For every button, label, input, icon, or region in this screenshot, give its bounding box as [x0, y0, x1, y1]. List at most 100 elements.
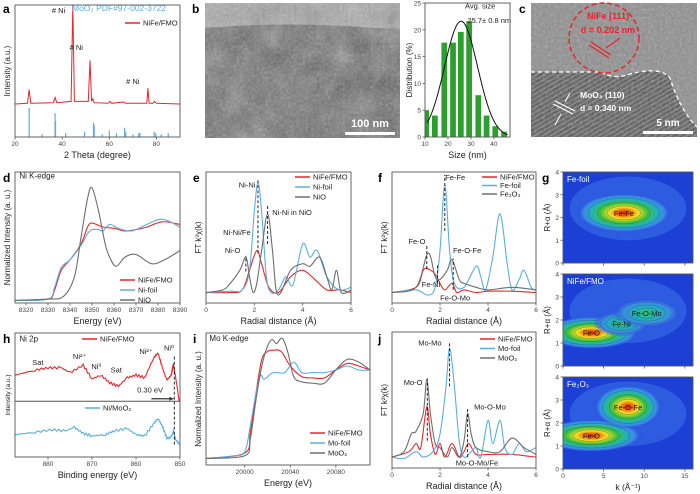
legend-label: NiFe/FMO	[138, 276, 173, 285]
x-tick-label: 4	[486, 472, 490, 479]
panel-label-j: j	[377, 332, 381, 346]
panel-b: Avg. size 25.7± 0.8 nm 10 20 30 40 0 5 10 15 20 25 S…	[405, 1, 511, 161]
x-tick-label: 8330	[41, 307, 56, 314]
x-tick-label: 8320	[19, 307, 34, 314]
scale-bar	[345, 132, 395, 135]
x-tick-label: 40	[59, 141, 67, 148]
arrow-head-icon	[169, 396, 174, 401]
legend-item: NiFe/FMO	[82, 335, 135, 344]
histogram-bar	[483, 115, 490, 137]
nife-d-spacing: d = 0.202 nm	[581, 25, 635, 35]
x-tick-label: 20040	[281, 469, 299, 476]
heatmap-title: NiFe/FMO	[567, 277, 604, 286]
legend-item: NiFe/FMO	[120, 276, 173, 285]
annotation: Fe-O-Mo	[440, 293, 470, 302]
annotation: # Ni	[126, 77, 140, 86]
annotation: Ni⁰	[91, 362, 101, 371]
y-tick-label: 20	[414, 27, 422, 34]
annotation: Sat	[32, 358, 44, 367]
histogram-bar	[492, 126, 499, 137]
annotation: # Ni	[70, 43, 84, 52]
panel-label-d: d	[3, 171, 10, 185]
series-line	[15, 218, 180, 302]
y-axis-label: Distribution (%)	[405, 42, 414, 97]
x-tick-label: 80	[153, 141, 161, 148]
annotation: Fe-Fe	[445, 173, 465, 182]
panel-g3: Fe-O Fe-O-Fe Fe₂O₃ 0 5 10 15 0 1 2 3 4 k (Å⁻¹) R+α (Å…	[543, 375, 694, 492]
reference-label: MoO₂ PDF#97-002-3722	[72, 3, 166, 13]
annotation: Ni 2p	[19, 335, 38, 344]
legend-label: NiFe/FMO	[498, 335, 533, 344]
y-axis-label: Normalized Intensity (a. u.)	[194, 351, 203, 447]
x-tick-label: 6	[349, 307, 353, 314]
y-tick-label: 10	[414, 81, 422, 88]
feature-label: Fe-O-Fe	[614, 403, 642, 412]
axes-frame	[424, 2, 511, 138]
series-line	[392, 184, 536, 296]
heatmap-title: Fe-foil	[567, 175, 589, 184]
axes-frame	[205, 332, 371, 466]
axes-frame	[205, 171, 352, 304]
axes-frame	[14, 4, 181, 138]
wavelet-feature	[593, 384, 663, 429]
x-tick-label: 2	[253, 307, 257, 314]
axes-frame	[391, 331, 537, 469]
panel-label-g: g	[542, 171, 549, 185]
feature-label: Fe-O-Mo	[632, 309, 662, 318]
legend-label: Fe-foil	[500, 181, 521, 190]
histogram-bar	[466, 21, 472, 137]
annotation: Mo-O-Mo	[474, 403, 506, 412]
legend-label: NiO	[138, 296, 151, 305]
y-tick-label: 0	[417, 135, 421, 142]
x-axis-label: Radial distance (Å)	[426, 481, 502, 491]
annotation: Mo-O	[404, 378, 423, 387]
plot-area	[15, 186, 180, 302]
annotation: Ni-O	[225, 246, 241, 255]
panel-g2: Fe-O Fe-NiFe-O-Mo NiFe/FMO 0 1 2 3 4 R+α (Å)	[543, 272, 694, 371]
x-axis-label: Energy (eV)	[264, 478, 312, 488]
x-axis-label: Energy (eV)	[73, 316, 121, 326]
legend-label: NiO	[313, 193, 326, 202]
legend-item: NiO	[120, 296, 151, 305]
y-axis-label: R+α (Å)	[543, 409, 552, 437]
x-tick-label: 2	[438, 472, 442, 479]
histogram-bar	[441, 42, 448, 137]
x-tick-label: 60	[106, 141, 114, 148]
scale-bar	[643, 131, 693, 134]
histogram-bar	[457, 31, 464, 137]
panel-a: MoO₂ PDF#97-002-3722 # Ni # Ni # Ni 20 40 60 80…	[3, 3, 181, 160]
y-tick-label: 4	[555, 272, 559, 279]
legend-item: NiFe/FMO	[295, 173, 348, 182]
histogram-bar	[501, 131, 507, 137]
legend-item: Ni-foil	[295, 183, 333, 192]
x-tick-label: 8370	[129, 307, 144, 314]
y-tick-label: 0	[555, 261, 559, 268]
y-tick-label: 3	[555, 398, 559, 405]
wavelet-feature	[576, 192, 672, 233]
panel-label-e: e	[193, 171, 200, 185]
x-axis-label: 2 Theta (degree)	[64, 150, 131, 160]
annotation: # Ni	[52, 6, 66, 15]
x-axis-label: Radial distance (Å)	[426, 316, 502, 326]
y-tick-label: 0	[555, 467, 559, 474]
y-axis-label: R+α (Å)	[543, 306, 552, 334]
panel-j: Mo-Mo Mo-O Mo-O-Mo Mo-O-Mo/Fe 0 2 4 6 Radial dis…	[380, 331, 538, 491]
legend-label: Fe₂O₃	[500, 190, 521, 199]
y-tick-label: 3	[555, 192, 559, 199]
annotation: Fe-Ni	[422, 280, 441, 289]
legend-item: NiFe/FMO	[482, 173, 535, 182]
panel-label-i: i	[193, 332, 196, 346]
panel-label-f: f	[378, 171, 383, 185]
wavelet-feature	[612, 298, 681, 328]
x-tick-label: 6	[534, 472, 538, 479]
legend-label: Mo-foil	[328, 439, 351, 448]
plot-area	[206, 181, 351, 296]
annotation: Mo-O-Mo/Fe	[456, 458, 499, 467]
legend-item: NiO	[295, 193, 326, 202]
annotation: 25.7± 0.8 nm	[467, 16, 511, 25]
series-line	[392, 267, 536, 294]
x-tick-label: 8340	[63, 307, 78, 314]
feature-label: Fe-O	[583, 432, 600, 441]
x-tick-label: 20	[444, 141, 452, 148]
